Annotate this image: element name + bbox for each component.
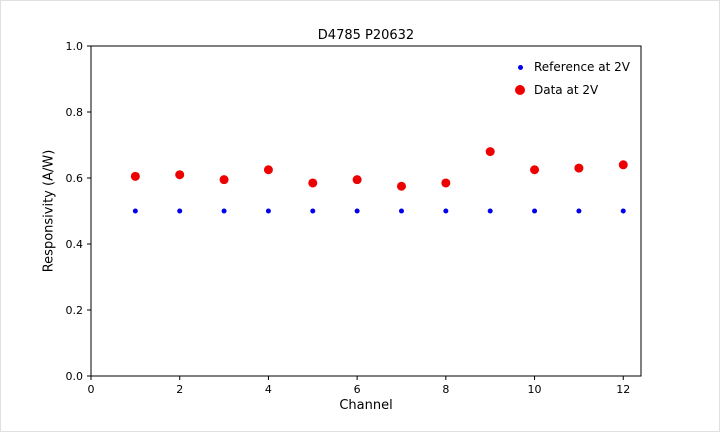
- reference-point: [398, 208, 404, 214]
- x-tick-label: 4: [265, 383, 272, 396]
- data-point: [308, 178, 318, 188]
- legend-item-data: Data at 2V: [514, 80, 630, 100]
- y-tick-label: 0.8: [66, 106, 84, 119]
- chart-title: D4785 P20632: [317, 28, 415, 43]
- y-tick-label: 0.2: [66, 304, 84, 317]
- x-tick-label: 2: [176, 383, 183, 396]
- data-point: [618, 160, 628, 170]
- x-tick-label: 6: [354, 383, 361, 396]
- y-tick-label: 0.0: [66, 370, 84, 383]
- data-point: [352, 175, 362, 185]
- reference-point: [221, 208, 227, 214]
- y-tick-label: 1.0: [66, 40, 84, 53]
- reference-point: [132, 208, 138, 214]
- data-point: [219, 175, 229, 185]
- data-point: [263, 165, 273, 175]
- data-point: [485, 147, 495, 157]
- data-marker-icon: [515, 85, 525, 95]
- data-point: [130, 171, 140, 181]
- x-tick-label: 0: [88, 383, 95, 396]
- reference-point: [487, 208, 493, 214]
- reference-point: [620, 208, 626, 214]
- legend-label-data: Data at 2V: [534, 83, 599, 97]
- data-point: [175, 170, 185, 180]
- reference-point: [265, 208, 271, 214]
- reference-marker-icon: [517, 64, 523, 70]
- reference-marker-box: [514, 61, 526, 73]
- x-tick-label: 8: [442, 383, 449, 396]
- legend-label-reference: Reference at 2V: [534, 60, 630, 74]
- reference-point: [177, 208, 183, 214]
- reference-point: [532, 208, 538, 214]
- reference-point: [354, 208, 360, 214]
- legend: Reference at 2V Data at 2V: [514, 57, 630, 100]
- data-marker-box: [514, 84, 526, 96]
- y-tick-label: 0.6: [66, 172, 84, 185]
- data-point: [574, 163, 584, 173]
- data-point: [530, 165, 540, 175]
- legend-item-reference: Reference at 2V: [514, 57, 630, 77]
- x-tick-label: 10: [528, 383, 542, 396]
- data-point: [396, 181, 406, 191]
- x-axis-label: Channel: [339, 398, 393, 413]
- y-axis-label: Responsivity (A/W): [41, 149, 57, 273]
- reference-point: [576, 208, 582, 214]
- reference-point: [310, 208, 316, 214]
- x-tick-label: 12: [616, 383, 630, 396]
- y-tick-label: 0.4: [66, 238, 84, 251]
- reference-point: [443, 208, 449, 214]
- axes-frame: [90, 45, 642, 377]
- data-point: [441, 178, 451, 188]
